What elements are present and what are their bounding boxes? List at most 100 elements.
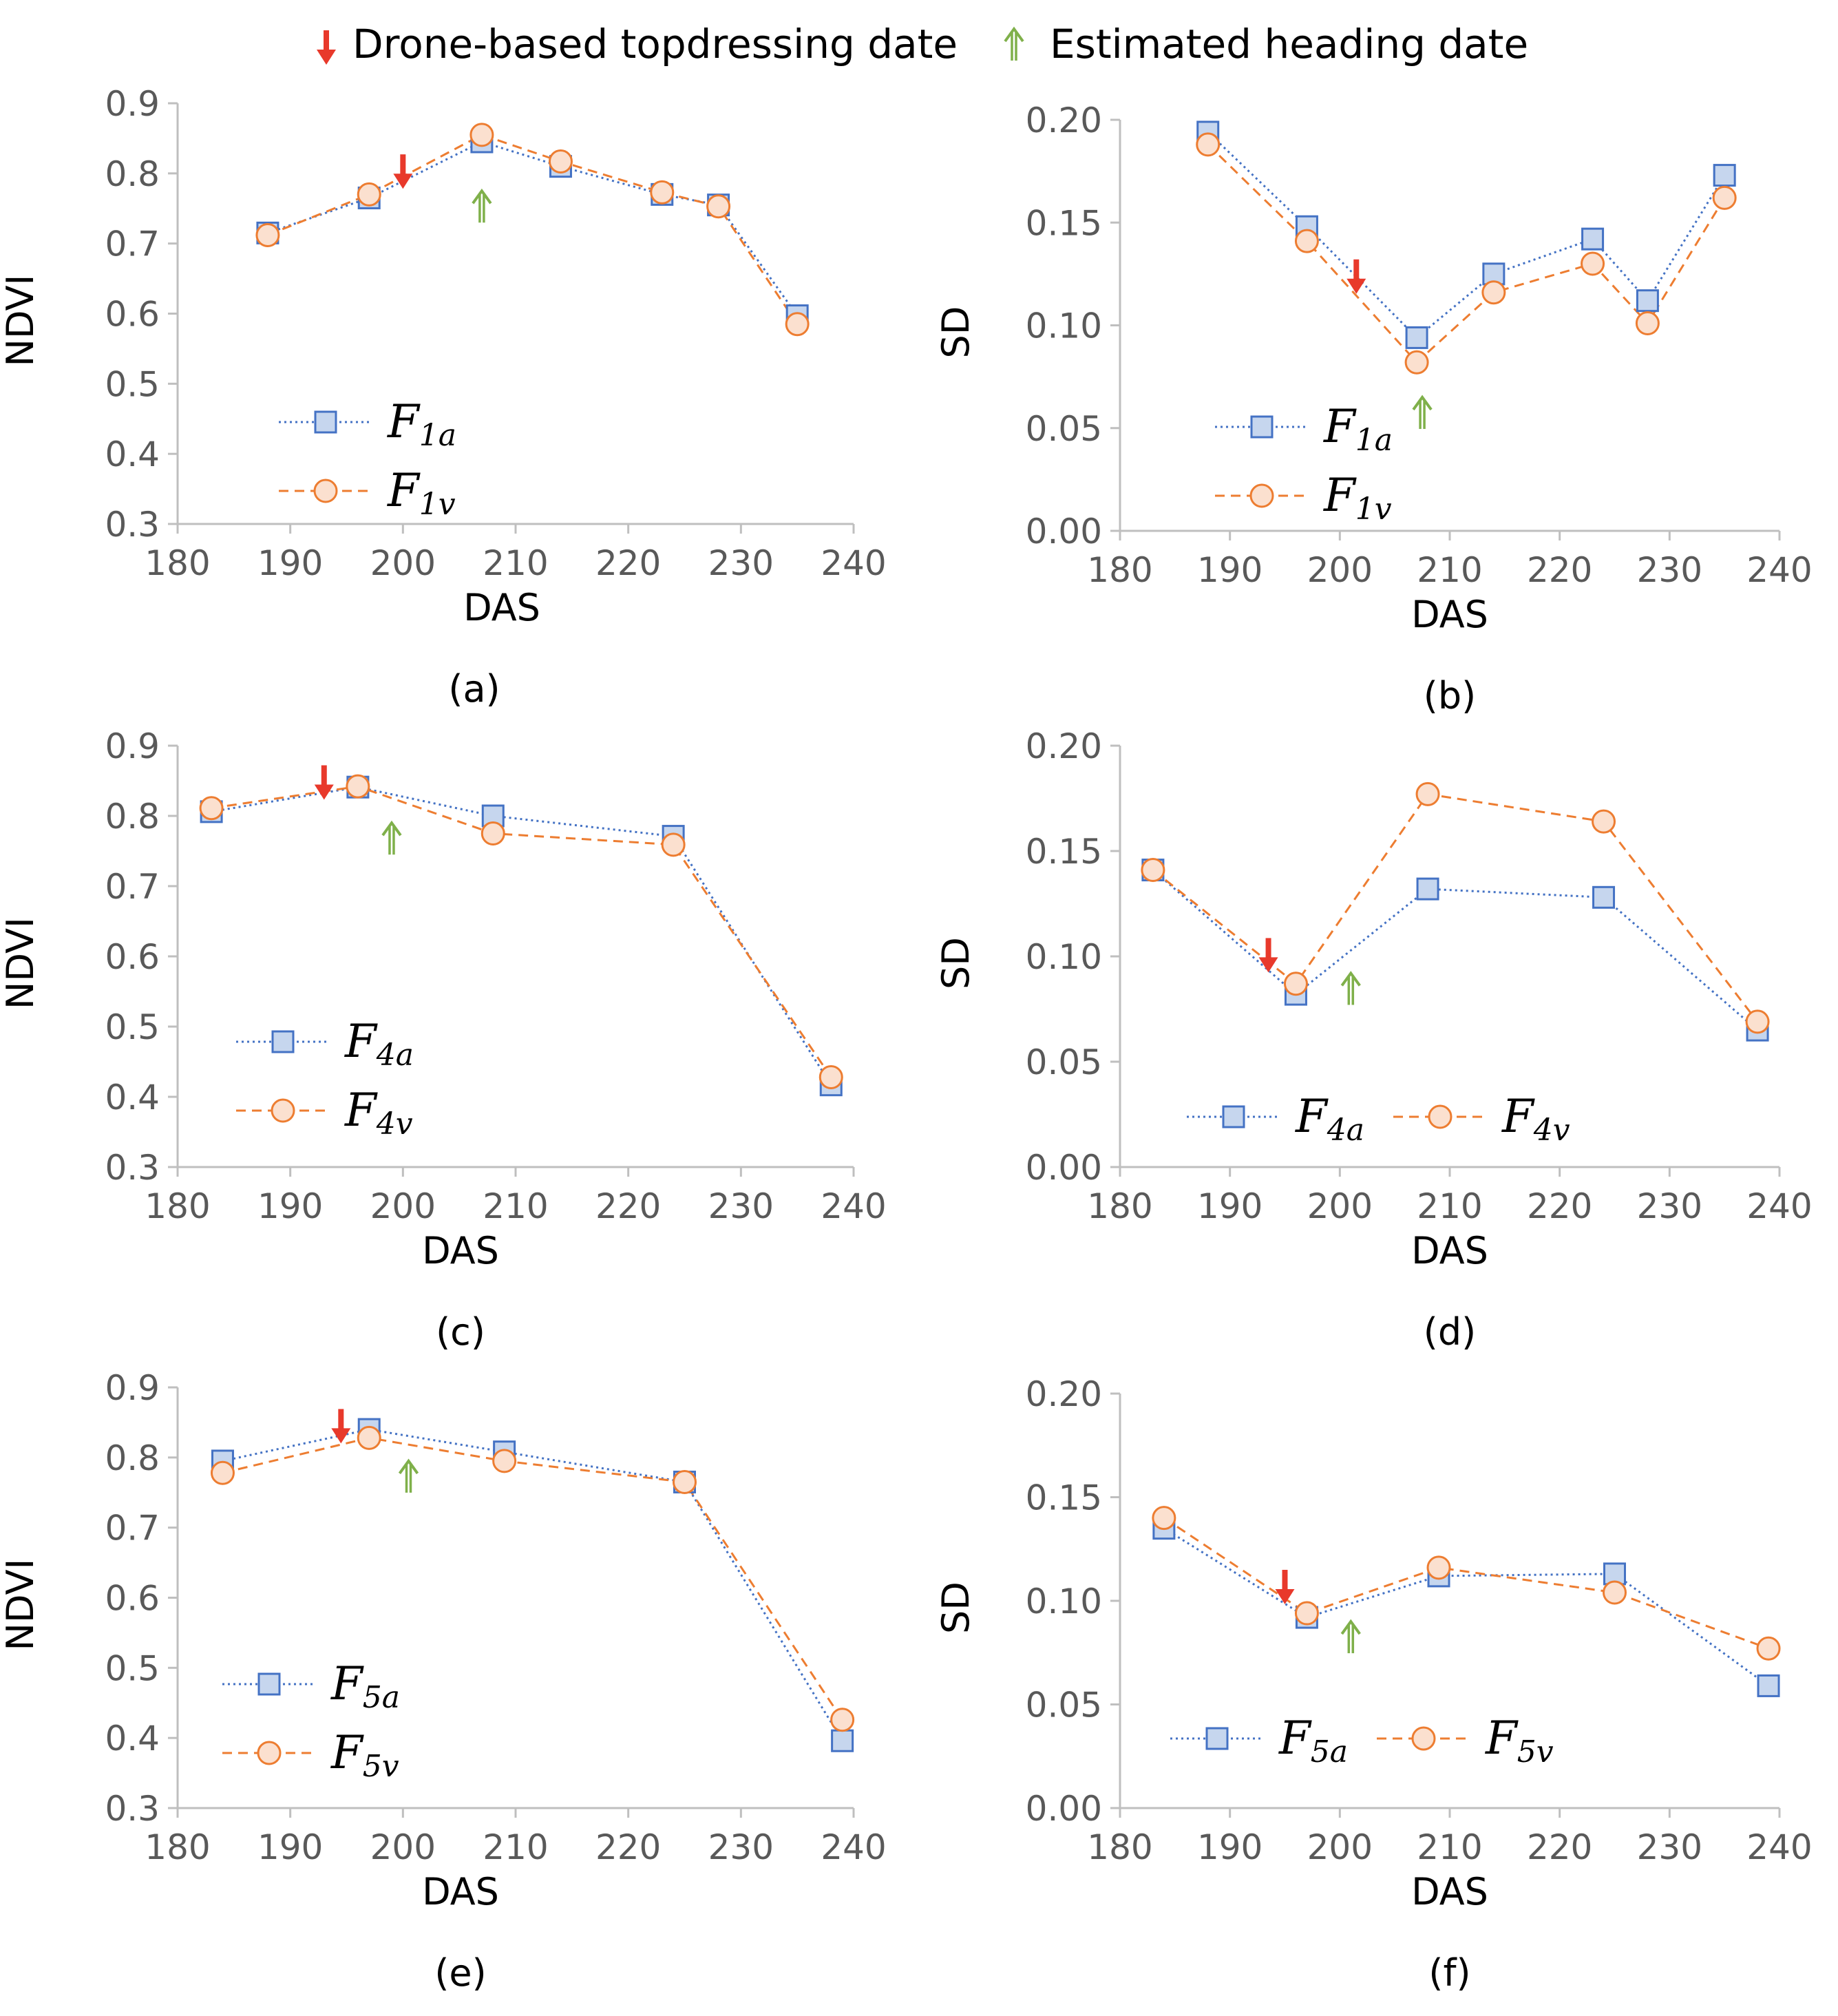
- legend-label-main: F: [387, 395, 421, 448]
- data-point-4v: [1141, 858, 1165, 883]
- legend-marker-5a: [1205, 1727, 1229, 1750]
- x-tick-label: 240: [821, 1186, 886, 1226]
- x-tick-label: 220: [595, 543, 661, 583]
- legend-marker-4a: [271, 1030, 295, 1053]
- x-tick-label: 200: [370, 543, 436, 583]
- legend-label-sub: 4v: [1533, 1113, 1570, 1148]
- data-point-1a: [1636, 289, 1659, 313]
- legend-label-main: F: [330, 1657, 364, 1710]
- y-tick-label: 0.6: [105, 1579, 160, 1619]
- x-axis-label: DAS: [422, 1229, 499, 1272]
- x-tick-label: 200: [1307, 1186, 1373, 1226]
- topdressing-arrow-head: [314, 784, 334, 800]
- y-tick-label: 0.8: [105, 154, 160, 194]
- chart-panel-e: 0.3 0.4 0.5 0.6 0.7 0.8 0.9 180 190 200 210 220 230 2…: [0, 1368, 887, 1995]
- topdressing-arrow-shaft: [338, 1409, 344, 1431]
- x-tick-label: 180: [1087, 550, 1152, 590]
- y-tick-label: 0.05: [1026, 409, 1102, 449]
- legend-marker-5a: [257, 1672, 281, 1696]
- legend-label-4a: F4a: [344, 1015, 414, 1073]
- x-tick-label: 240: [821, 543, 886, 583]
- topdressing-arrow: [331, 1409, 351, 1444]
- x-tick-label: 190: [1197, 1827, 1263, 1867]
- legend-label-sub: 1a: [419, 418, 456, 453]
- data-point-5v: [1426, 1555, 1451, 1580]
- legend-label-main: F: [1501, 1090, 1535, 1143]
- legend-marker-1v: [313, 479, 338, 503]
- legend-entry-4v: F4v: [1393, 1090, 1570, 1148]
- data-point-5v: [1152, 1506, 1176, 1531]
- legend-entry-5a: F5a: [222, 1657, 400, 1715]
- topdressing-legend-label: Drone-based topdressing date: [352, 21, 958, 67]
- x-tick-label: 220: [1527, 550, 1592, 590]
- heading-arrow-head: [1340, 971, 1361, 987]
- y-axis-label: SD: [934, 1582, 978, 1634]
- legend-label-1a: F1a: [1323, 400, 1393, 458]
- x-tick-label: 190: [257, 543, 323, 583]
- legend-label-sub: 5v: [1517, 1734, 1554, 1770]
- data-point-1v: [785, 312, 810, 337]
- x-tick-label: 230: [708, 1186, 774, 1226]
- data-point-1v: [1404, 350, 1429, 375]
- data-point-5v: [830, 1708, 855, 1732]
- topdressing-arrow-shaft: [400, 154, 406, 177]
- data-point-1v: [255, 222, 280, 247]
- y-tick-label: 0.20: [1026, 1374, 1102, 1414]
- series-line-1a: [267, 140, 799, 317]
- legend-label-sub: 1v: [1355, 492, 1392, 527]
- y-axis-label: NDVI: [0, 917, 42, 1009]
- y-tick-label: 0.8: [105, 797, 160, 837]
- y-tick-label: 0.00: [1026, 1789, 1102, 1829]
- legend-label-main: F: [387, 464, 421, 517]
- y-axis-label: SD: [934, 937, 978, 989]
- top-legend: Drone-based topdressing date Estimated h…: [317, 21, 1528, 67]
- x-tick-label: 220: [595, 1827, 661, 1867]
- y-tick-label: 0.9: [105, 1368, 160, 1408]
- x-tick-label: 230: [708, 543, 774, 583]
- series-line-5a: [1163, 1527, 1769, 1687]
- legend-entry-1a: F1a: [1215, 400, 1393, 458]
- x-tick-label: 180: [1087, 1827, 1152, 1867]
- y-tick-label: 0.4: [105, 434, 160, 474]
- data-point-5a: [831, 1729, 854, 1752]
- x-tick-label: 200: [370, 1186, 436, 1226]
- series-line-1v: [267, 134, 799, 325]
- x-tick-label: 220: [1527, 1186, 1592, 1226]
- data-point-4v: [199, 796, 224, 821]
- y-tick-label: 0.05: [1026, 1686, 1102, 1725]
- data-point-1v: [1481, 280, 1506, 305]
- x-tick-label: 190: [1197, 550, 1263, 590]
- x-tick-label: 240: [1746, 1186, 1812, 1226]
- legend-label-sub: 4a: [376, 1038, 414, 1073]
- legend-label-1v: F1v: [387, 464, 456, 522]
- data-point-5v: [673, 1469, 697, 1494]
- heading-arrow-head: [1340, 1619, 1361, 1635]
- legend-marker-1a: [1250, 415, 1274, 439]
- x-axis-label: DAS: [1411, 1870, 1488, 1913]
- data-point-4a: [1592, 885, 1616, 909]
- legend-marker-1a: [314, 410, 337, 434]
- x-tick-label: 210: [483, 1827, 548, 1867]
- legend-label-sub: 5v: [363, 1749, 399, 1784]
- series-line-4a: [1152, 869, 1759, 1031]
- series-line-5v: [1163, 1517, 1769, 1650]
- y-tick-label: 0.20: [1026, 726, 1102, 766]
- legend-entry-4a: F4a: [236, 1015, 414, 1073]
- heading-legend-label: Estimated heading date: [1050, 21, 1528, 67]
- heading-arrow: [1340, 971, 1361, 1005]
- x-tick-label: 240: [821, 1827, 886, 1867]
- series-line-5a: [222, 1428, 843, 1742]
- legend-label-main: F: [1485, 1712, 1519, 1765]
- x-tick-label: 180: [1087, 1186, 1152, 1226]
- data-point-1a: [1405, 326, 1428, 349]
- data-point-5v: [492, 1449, 517, 1473]
- topdressing-arrow-shaft: [1353, 259, 1360, 282]
- y-tick-label: 0.10: [1026, 1582, 1102, 1621]
- chart-panel-c: 0.3 0.4 0.5 0.6 0.7 0.8 0.9 180 190 200 210 220 230 2…: [0, 726, 887, 1354]
- legend-entry-5v: F5v: [1377, 1712, 1554, 1770]
- y-tick-label: 0.00: [1026, 1148, 1102, 1188]
- legend-marker-5v: [257, 1741, 282, 1765]
- heading-arrow: [398, 1458, 419, 1493]
- y-tick-label: 0.7: [105, 1509, 160, 1548]
